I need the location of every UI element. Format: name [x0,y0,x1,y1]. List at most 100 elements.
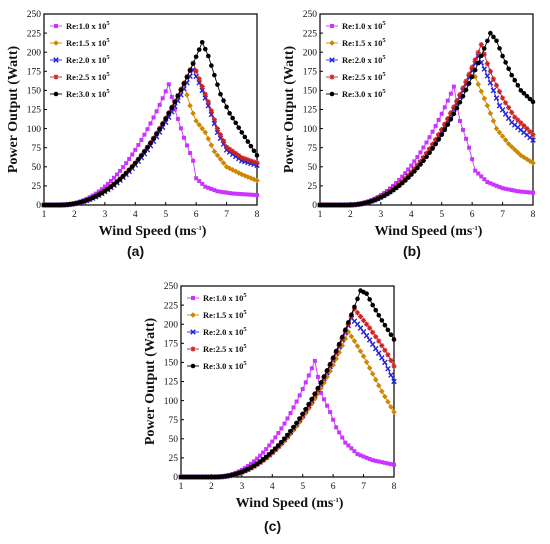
data-point [248,461,253,466]
data-point [212,72,217,78]
series-4 [41,60,260,208]
data-point [251,192,256,197]
data-point [239,192,244,197]
data-point [397,177,402,182]
data-point [379,460,384,465]
data-point [478,88,485,95]
data-point [394,180,399,185]
legend-marker [329,74,335,80]
series-line [320,43,534,206]
x-tick-label: 5 [439,210,444,220]
x-tick-label: 3 [239,482,244,492]
data-point [426,146,433,152]
data-point [424,140,429,145]
data-point [330,355,336,361]
data-point [418,162,423,167]
data-point [457,91,463,98]
data-point [245,192,250,197]
data-point [181,81,187,86]
data-point [355,452,360,457]
y-tick-label: 75 [169,416,179,426]
data-point [361,454,366,459]
data-point [172,107,177,112]
data-point [352,304,357,310]
chart-b-svg: 0 25 50 75 100 125 150 175 200 225 250 1 2 3 4 5 6 7 8 Powe… [282,10,536,239]
data-point [494,38,499,44]
data-point [245,464,250,469]
data-point [509,72,514,78]
data-point [375,350,382,357]
data-point [175,116,180,121]
data-point [493,125,500,132]
data-point [193,118,199,124]
legend-label: Re:2.0 x 105 [203,326,247,337]
data-point [445,98,450,103]
x-tick-label: 7 [224,210,229,220]
data-point [254,160,260,166]
data-point [218,91,223,97]
data-point [242,172,248,179]
x-tick-label: 1 [179,482,184,492]
legend-marker [53,40,59,46]
data-point [360,317,367,323]
data-point [236,125,242,130]
x-tick-label: 6 [194,210,199,220]
data-point [190,61,196,67]
y-tick-label: 250 [164,282,179,292]
legend-marker [329,40,335,46]
series-5 [178,288,397,480]
data-point [291,424,296,430]
y-tick-label: 150 [303,87,318,97]
data-point [515,117,521,123]
y-tick-label: 75 [308,144,318,154]
data-point [199,39,205,45]
data-point [188,151,193,156]
data-point [151,136,156,141]
data-point [527,190,532,195]
series-1 [179,358,396,479]
data-point [364,455,369,460]
data-point [457,118,462,123]
data-point [497,46,502,51]
data-point [487,79,494,86]
data-point [230,115,235,121]
data-point [139,137,144,142]
y-tick-label: 150 [27,87,42,97]
data-point [379,318,385,323]
data-point [388,462,393,467]
data-point [227,191,232,196]
chart-panel-a: 0 25 50 75 100 125 150 175 200 225 250 1 2 3 4 5 6 7 8 Powe… [2,2,272,272]
data-point [391,378,397,385]
y-tick-label: 0 [36,201,41,211]
data-point [415,154,420,159]
data-point [481,95,488,102]
data-point [530,137,536,143]
data-point [427,135,432,140]
data-point [346,320,351,325]
data-point [160,121,165,127]
data-point [230,148,236,154]
data-point [297,393,302,398]
data-point [372,376,379,383]
data-point [349,312,354,318]
x-tick-label: 4 [133,210,138,220]
x-tick-label: 3 [378,210,383,220]
data-point [457,99,463,105]
data-point [485,180,490,185]
data-point [355,296,360,302]
data-point [405,175,411,180]
caption-c: (c) [264,518,282,534]
data-point [496,102,503,109]
data-point [451,111,457,117]
data-point [163,116,169,121]
data-point [490,76,497,82]
data-point [145,127,150,132]
data-point [328,410,333,415]
data-point [484,61,490,67]
data-point [324,368,330,373]
data-point [248,143,254,149]
data-point [242,192,247,197]
data-point [321,374,327,379]
data-point [514,149,521,156]
legend: Re:1.0 x 105 Re:1.5 x 105 Re:2.0 x 105 Re:2… [50,20,110,99]
